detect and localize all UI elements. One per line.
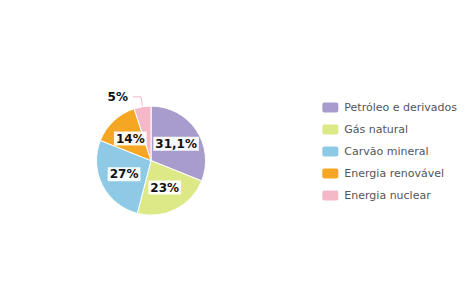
svg-text:Energia renovável: Energia renovável xyxy=(344,167,444,180)
svg-text:31,1%: 31,1% xyxy=(155,137,197,151)
svg-text:27%: 27% xyxy=(110,167,139,181)
svg-text:Carvão mineral: Carvão mineral xyxy=(344,145,428,158)
svg-text:14%: 14% xyxy=(116,132,145,146)
svg-text:23%: 23% xyxy=(150,181,179,195)
svg-text:5%: 5% xyxy=(108,90,128,104)
svg-text:Gás natural: Gás natural xyxy=(344,123,408,136)
svg-text:Energia nuclear: Energia nuclear xyxy=(344,189,431,202)
svg-text:Petróleo e derivados: Petróleo e derivados xyxy=(344,101,457,114)
